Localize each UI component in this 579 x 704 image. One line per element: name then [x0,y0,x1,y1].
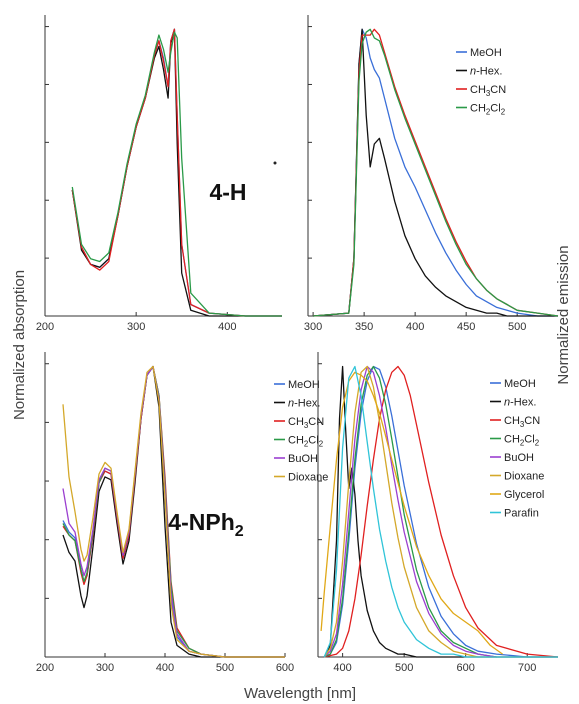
x-tick-label: 350 [355,321,373,333]
series-line-ch3cn [313,28,559,317]
series-line-meoh [323,365,558,658]
y-axis-label-left: Normalized absorption [11,270,28,420]
series-line-n-hex- [313,28,558,317]
legend: MeOH n-Hex. CH3​CN CH2​Cl2​ BuOH Dioxane Glyce… [490,378,544,520]
series-line-ch2cl2 [313,28,559,317]
legend-label-ch2cl2: CH2​Cl2​ [288,435,323,449]
series-line-ch2cl2 [323,365,558,658]
x-tick-label: 400 [406,321,424,333]
legend-label-ch2cl2: CH2​Cl2​ [504,434,539,448]
x-tick-label: 500 [508,321,526,333]
series-line-ch3cn [71,28,282,317]
compound-label: 4-H [209,179,246,205]
panel-abs_4NPh2: 200 300 400 500 600 MeOH n-Hex. CH3​CN CH2​Cl2​ B… [36,352,328,674]
compound-label: 4-NPh2 [168,509,243,540]
y-axis-label-right: Normalized emission [555,245,572,384]
x-tick-label: 300 [127,321,145,333]
legend-label-buoh: BuOH [288,453,318,465]
series-line-parafin [323,365,558,658]
x-tick-label: 300 [304,321,322,333]
legend-label-dioxane: Dioxane [288,472,328,484]
legend-label-glycerol: Glycerol [504,489,544,501]
legend-label-ch3cn: CH3​CN [504,415,540,429]
stray-dot [273,161,277,165]
x-tick-label: 600 [276,662,294,674]
x-tick-label: 450 [457,321,475,333]
x-tick-label: 600 [457,662,475,674]
series-line-meoh [313,28,558,317]
legend-label-n-hex-: n-Hex. [504,397,536,409]
panels-layer: 200 300 400 4-H 300 350 400 450 500 MeOH n-Hex. CH3… [36,15,559,674]
series-line-glycerol [320,371,503,655]
panel-em_4NPh2: 400 500 600 700 MeOH n-Hex. CH3​CN CH2​Cl2​ BuOH… [317,352,559,674]
legend-label-buoh: BuOH [504,452,534,464]
x-tick-label: 200 [36,321,54,333]
legend-label-ch2cl2: CH2​Cl2​ [470,103,505,117]
series-line-buoh [323,365,558,658]
legend-label-n-hex-: n-Hex. [288,398,320,410]
legend-label-parafin: Parafin [504,508,539,520]
legend: MeOH n-Hex. CH3​CN CH2​Cl2​ [456,47,506,117]
series-line-meoh [71,28,282,317]
panel-abs_4H: 200 300 400 4-H [36,15,282,333]
series-line-ch3cn [324,365,559,658]
x-tick-label: 700 [518,662,536,674]
x-tick-label: 500 [395,662,413,674]
legend-label-ch3cn: CH3​CN [288,416,324,430]
x-tick-label: 400 [333,662,351,674]
legend-label-dioxane: Dioxane [504,471,544,483]
series-line-dioxane [323,365,558,658]
legend-label-ch3cn: CH3​CN [470,84,506,98]
series-line-n-hex- [323,365,497,658]
panel-em_4H: 300 350 400 450 500 MeOH n-Hex. CH3​CN CH2​Cl2​ [304,15,559,333]
legend-label-meoh: MeOH [470,47,502,59]
legend-label-meoh: MeOH [504,378,536,390]
x-tick-label: 400 [218,321,236,333]
x-axis-label: Wavelength [nm] [244,685,356,702]
x-tick-label: 200 [36,662,54,674]
x-tick-label: 300 [96,662,114,674]
x-tick-label: 500 [216,662,234,674]
x-tick-label: 400 [156,662,174,674]
legend-label-n-hex-: n-Hex. [470,66,502,78]
legend: MeOH n-Hex. CH3​CN CH2​Cl2​ BuOH Dioxane [274,379,328,484]
legend-label-meoh: MeOH [288,379,320,391]
series-line-n-hex- [71,28,282,317]
series-line-ch2cl2 [71,31,282,317]
series-line-dioxane [62,365,285,658]
